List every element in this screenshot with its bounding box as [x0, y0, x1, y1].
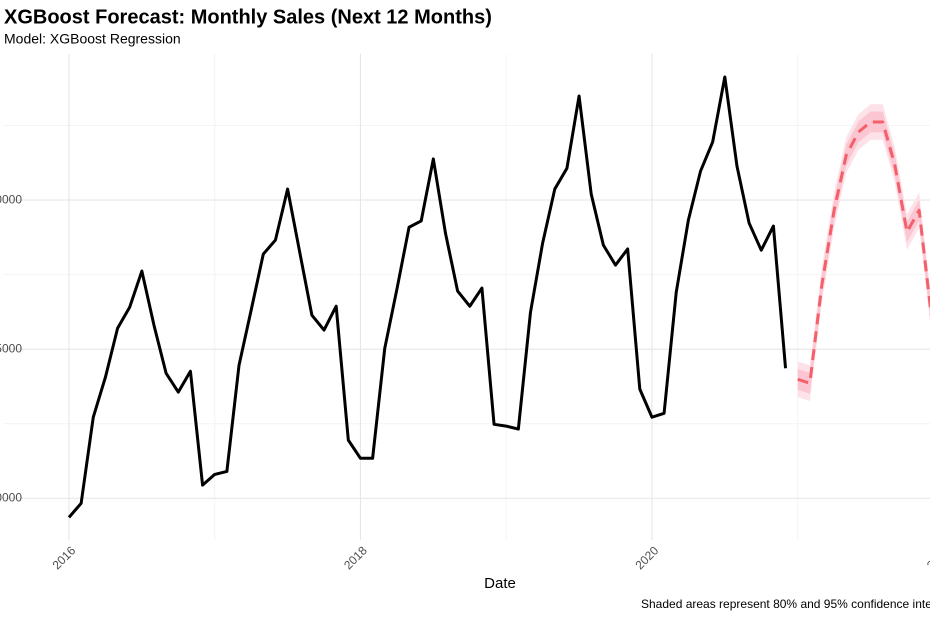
x-tick-label: 2020	[633, 543, 662, 572]
confidence-band	[797, 111, 930, 394]
forecast-line	[797, 120, 930, 385]
y-tick-label: 10000	[0, 490, 22, 504]
confidence-band	[797, 104, 930, 402]
y-tick-label: 20000	[0, 192, 22, 206]
x-tick-label: 2016	[50, 543, 79, 572]
caption: Shaded areas represent 80% and 95% confi…	[641, 597, 930, 611]
x-axis-label: Date	[484, 575, 516, 592]
x-tick-label: 2022	[924, 543, 930, 572]
actual-line	[67, 75, 788, 519]
chart-subtitle: Model: XGBoost Regression	[4, 31, 181, 47]
x-tick-label: 2018	[341, 543, 370, 572]
chart-title: XGBoost Forecast: Monthly Sales (Next 12…	[4, 6, 492, 28]
y-tick-label: 15000	[0, 341, 22, 355]
